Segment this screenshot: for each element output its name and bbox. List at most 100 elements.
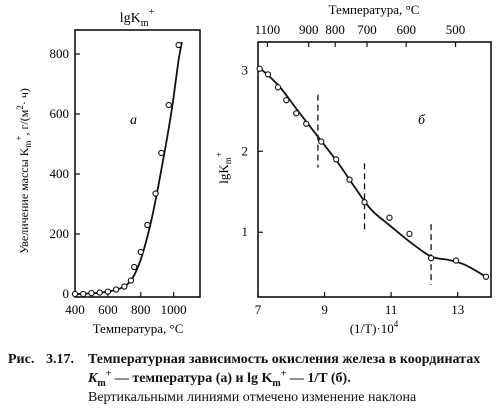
right-top-tick-label: 900	[299, 22, 319, 37]
left-data-point	[137, 248, 144, 256]
right-data-point	[386, 214, 393, 221]
right-top-tick-label: 600	[396, 22, 416, 37]
right-ylabel-sub: m	[223, 157, 233, 164]
right-ylabel-main: lgK	[216, 164, 231, 184]
right-x-tick-label: 11	[385, 302, 398, 317]
left-top-label-sup: +	[149, 7, 155, 18]
right-plot-frame	[257, 41, 492, 298]
caption-line-3: Вертикальными линиями отмечено изменение…	[88, 390, 417, 405]
left-ylabel-units-sup: 2	[15, 105, 25, 110]
right-data-point	[256, 65, 263, 72]
left-data-point	[71, 290, 79, 298]
right-top-tick-label: 1100	[255, 22, 281, 37]
left-data-point	[80, 290, 87, 298]
right-data-point	[303, 120, 310, 127]
left-ylabel-main: Увеличение массы K	[17, 147, 31, 254]
right-top-axis-label: Температура, °С	[329, 2, 420, 17]
left-ylabel-sub: m	[23, 141, 33, 148]
right-data-point	[283, 97, 290, 104]
caption-title: Температурная зависимость окисления желе…	[88, 352, 481, 367]
left-ylabel-sup: +	[14, 136, 24, 141]
right-y-tick-label: 1	[242, 224, 249, 239]
right-data-point	[361, 199, 368, 206]
caption-number: 3.17.	[46, 352, 74, 367]
caption-k-sub: m	[97, 377, 106, 389]
left-x-axis-label: Температура, °С	[93, 321, 184, 336]
right-y-tick-label: 3	[242, 62, 249, 77]
left-data-point	[165, 101, 172, 109]
left-data-point	[152, 190, 159, 197]
left-data-point	[88, 289, 95, 297]
left-ylabel-units: , г/(м	[17, 109, 31, 135]
right-xlabel-sup: 4	[394, 319, 399, 329]
right-top-tick-label: 700	[357, 22, 377, 37]
left-axis-ticks	[74, 53, 175, 297]
right-data-point	[293, 110, 300, 117]
right-data-point	[346, 176, 353, 183]
left-data-point	[121, 283, 128, 290]
left-y-tick-label: 0	[63, 286, 70, 301]
left-data-point	[131, 263, 138, 271]
left-data-point	[96, 289, 103, 296]
left-axis-tick-labels: 400 600 800 1000 0 200 400 600 800	[50, 46, 187, 317]
right-axis-ticks	[257, 69, 459, 297]
right-y-axis-label: lgKm+	[214, 152, 233, 184]
left-top-label-sub: m	[141, 18, 149, 29]
right-x-tick-label: 7	[255, 302, 262, 317]
right-data-point	[264, 71, 272, 78]
right-top-temperature-ticks: 1100 900 800 700 600 500	[255, 22, 466, 47]
left-data-point	[175, 41, 182, 49]
caption-line-2: Km+ — температура (а) и lg Km+ — 1/T (б)…	[88, 368, 498, 389]
right-data-point	[427, 254, 435, 262]
left-y-tick-label: 800	[50, 46, 70, 61]
left-data-point	[144, 221, 151, 229]
left-y-axis-label: Увеличение массы Km+, г/(м2· ч)	[14, 88, 33, 254]
right-top-tick-label: 800	[325, 22, 345, 37]
left-panel-label: а	[130, 113, 137, 128]
right-panel-log-rate: 7 9 11 13 1 2 3 1100 900 800 700 600 500 б Температ…	[214, 2, 492, 336]
left-data-point	[127, 277, 135, 284]
left-x-tick-label: 800	[131, 302, 151, 317]
left-y-tick-label: 400	[50, 166, 70, 181]
right-top-tick-label: 500	[446, 22, 466, 37]
caption-k-sup: +	[105, 368, 112, 380]
right-x-tick-label: 13	[451, 302, 464, 317]
right-xlabel-main: (1/T)·10	[350, 321, 394, 336]
right-x-tick-label: 9	[321, 302, 328, 317]
left-x-tick-label: 600	[98, 302, 118, 317]
left-y-tick-label: 200	[50, 226, 70, 241]
slope-change-lines	[317, 94, 432, 285]
caption-k-symbol: K	[88, 371, 98, 386]
right-axis-tick-labels: 7 9 11 13 1 2 3	[242, 62, 465, 317]
left-plot-frame	[74, 29, 201, 298]
right-data-point	[482, 273, 490, 280]
caption-label: Рис.	[8, 352, 35, 367]
left-ylabel-units-end: · ч)	[17, 88, 31, 105]
left-data-point	[112, 286, 120, 293]
left-data-point	[104, 288, 112, 295]
right-x-axis-label: (1/T)·104	[350, 319, 399, 336]
caption-text-b: — температура (а) и lg K	[111, 371, 273, 386]
right-data-point	[452, 257, 460, 264]
caption-text-c: — 1/T (б).	[286, 371, 351, 386]
right-data-point	[333, 156, 340, 163]
right-panel-label: б	[418, 113, 426, 128]
left-fit-curve	[74, 41, 183, 295]
right-fit-curve	[257, 65, 487, 278]
right-data-point	[318, 138, 325, 145]
left-data-points	[71, 41, 182, 298]
right-data-point	[406, 230, 413, 238]
left-top-label: lgKm+	[120, 7, 155, 29]
right-ylabel-sup: +	[214, 152, 224, 157]
left-top-label-main: lgK	[120, 11, 141, 26]
left-x-tick-label: 1000	[161, 302, 187, 317]
right-y-tick-label: 2	[242, 143, 249, 158]
caption-k2-sup: +	[280, 368, 287, 380]
left-x-tick-label: 400	[65, 302, 85, 317]
right-data-points	[256, 65, 490, 280]
right-data-point	[274, 84, 282, 91]
left-data-point	[158, 149, 165, 157]
caption-k2-sub: m	[272, 377, 281, 389]
